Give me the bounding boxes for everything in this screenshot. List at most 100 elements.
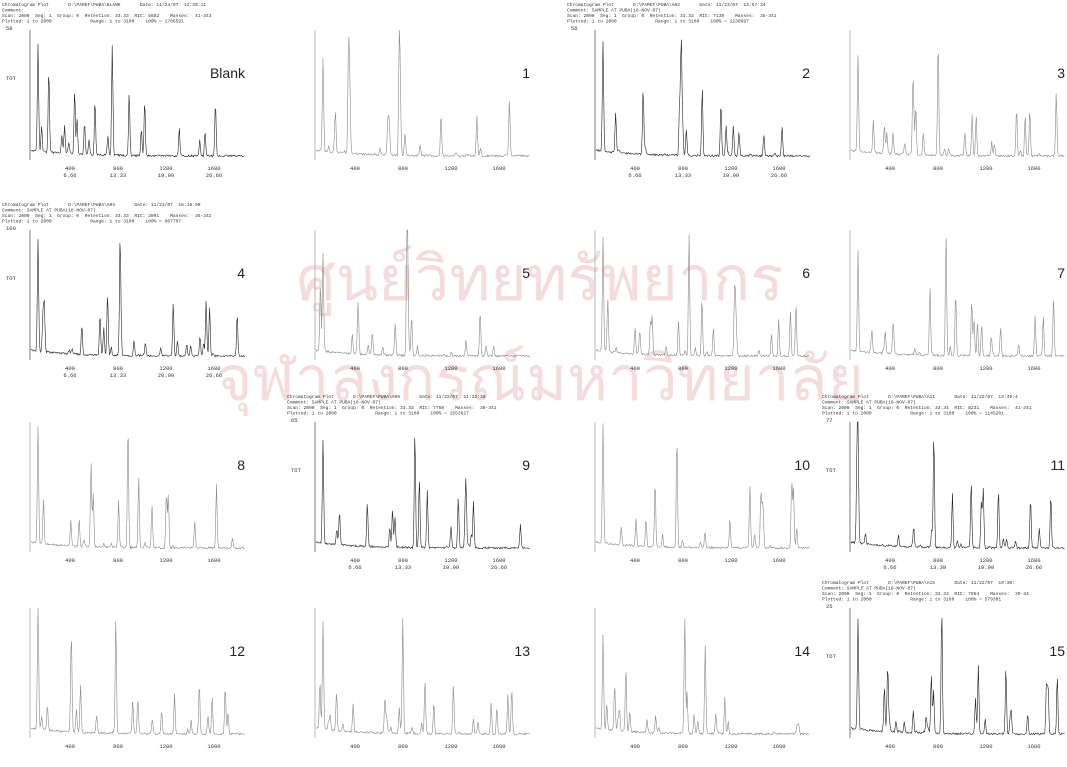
panel-header: Comment: <box>2 8 24 14</box>
scan-tick-label: 800 <box>398 365 408 372</box>
scan-tick-label: 1600 <box>492 365 505 372</box>
panel-label: 9 <box>522 457 530 473</box>
panel-header: Comment: SAMPLE AT PUBA(18-NOV-07) <box>567 8 661 14</box>
time-tick-label: 19.99 <box>723 172 740 179</box>
time-tick-label: 26.66 <box>206 372 223 379</box>
scan-tick-label: 400 <box>65 743 75 750</box>
panel-label: 5 <box>522 265 530 281</box>
chromatogram-panel: 400 800 1200 1600 13 <box>314 608 530 750</box>
time-tick-label: 6.66 <box>63 172 76 179</box>
y-axis-label: TOT <box>6 275 17 282</box>
y-top-label: 100 <box>6 225 16 232</box>
chromatogram-trace <box>315 617 530 736</box>
chromatogram-trace <box>596 618 810 736</box>
scan-tick-label: 1600 <box>1027 743 1040 750</box>
scan-tick-label: 800 <box>113 743 123 750</box>
scan-tick-label: 1200 <box>159 743 172 750</box>
scan-tick-label: 1200 <box>724 365 737 372</box>
scan-tick-label: 1600 <box>1027 557 1040 564</box>
chromatogram-panel: Chromatogram Plot D:\PAREF\PUBA\A04 Date… <box>2 202 245 379</box>
time-tick-label: 13.33 <box>110 372 127 379</box>
chromatogram-trace <box>850 421 1065 550</box>
scan-tick-label: 800 <box>678 557 688 564</box>
panel-header: Chromatogram Plot D:\PAREF\PUBA\A11 Date… <box>822 394 1018 400</box>
scan-tick-label: 1600 <box>772 165 785 172</box>
scan-tick-label: 1200 <box>159 165 172 172</box>
y-top-label: 58 <box>6 25 13 32</box>
chromatogram-panel: 400 800 1200 1600 6 <box>594 230 810 372</box>
scan-tick-label: 400 <box>65 365 75 372</box>
time-tick-label: 6.66 <box>883 564 896 571</box>
scan-tick-label: 400 <box>630 743 640 750</box>
chromatogram-panel: Chromatogram Plot D:\PAREF\PUBA\A09 Date… <box>287 394 530 571</box>
panel-label: 7 <box>1057 265 1065 281</box>
chromatogram-trace <box>30 238 245 358</box>
time-tick-label: 13.33 <box>395 564 412 571</box>
time-tick-label: 26.66 <box>771 172 788 179</box>
panel-label: 10 <box>794 457 810 473</box>
scan-tick-label: 800 <box>933 365 943 372</box>
scan-tick-label: 400 <box>630 165 640 172</box>
time-tick-label: 6.66 <box>628 172 641 179</box>
scan-tick-label: 400 <box>885 557 895 564</box>
scan-tick-label: 800 <box>933 165 943 172</box>
panel-header: Plotted: 1 to 2000 Range: 1 to 3100 100%… <box>822 411 1004 417</box>
panel-label: 15 <box>1049 643 1065 659</box>
chromatogram-panel: Chromatogram Plot D:\PAREF\PUBA\BLANK Da… <box>2 2 246 179</box>
scan-tick-label: 400 <box>65 557 75 564</box>
scan-tick-label: 800 <box>398 743 408 750</box>
scan-tick-label: 1200 <box>724 557 737 564</box>
panel-header: Scan: 2000 Seg: 1 Group: 0 Retention: 33… <box>567 13 777 19</box>
scan-tick-label: 800 <box>933 557 943 564</box>
scan-tick-label: 1200 <box>979 557 992 564</box>
chromatogram-trace <box>30 43 245 158</box>
chromatogram-panel: Chromatogram Plot D:\PAREF\PUBA\A11 Date… <box>822 394 1065 571</box>
y-axis-label: TOT <box>826 467 837 474</box>
chromatogram-trace <box>595 423 810 550</box>
scan-tick-label: 1200 <box>724 165 737 172</box>
scan-tick-label: 800 <box>678 743 688 750</box>
y-axis-label: TOT <box>826 653 837 660</box>
panel-header: Scan: 2000 Seg: 1 Group: 0 Retention: 33… <box>822 405 1032 411</box>
panel-header: Plotted: 1 to 2000 Range: 1 to 3100 100%… <box>822 597 1001 603</box>
panel-header: Scan: 2000 Seg: 1 Group: 0 Retention: 33… <box>822 591 1029 597</box>
scan-tick-label: 1200 <box>979 365 992 372</box>
scan-tick-label: 400 <box>885 743 895 750</box>
scan-tick-label: 1600 <box>207 557 220 564</box>
panel-header: Plotted: 1 to 2000 Range: 1 to 3100 100%… <box>2 19 184 25</box>
panel-label: 3 <box>1057 65 1065 81</box>
y-top-label: 65 <box>291 417 298 424</box>
scan-tick-label: 1600 <box>772 365 785 372</box>
panel-label: 1 <box>522 65 530 81</box>
scan-tick-label: 800 <box>933 743 943 750</box>
panel-header: Chromatogram Plot D:\PAREF\PUBA\A02 Date… <box>567 2 766 8</box>
panel-label: 13 <box>514 643 530 659</box>
scan-tick-label: 1200 <box>979 743 992 750</box>
time-tick-label: 6.66 <box>348 564 361 571</box>
panel-header: Scan: 2000 Seg: 1 Group: 0 Retention: 33… <box>2 13 212 19</box>
panel-header: Chromatogram Plot D:\PAREF\PUBA\A04 Date… <box>2 202 201 208</box>
panel-header: Comment: SAMPLE AT PUBA(18-NOV-07) <box>2 208 96 214</box>
panel-header: Plotted: 1 to 2000 Range: 1 to 3100 100%… <box>567 19 749 25</box>
scan-tick-label: 1600 <box>1027 365 1040 372</box>
watermark: ศูนย์วิทยทรัพยากร <box>296 242 783 316</box>
scan-tick-label: 1600 <box>1027 165 1040 172</box>
scan-tick-label: 400 <box>630 557 640 564</box>
chromatogram-trace <box>315 229 530 358</box>
chromatogram-trace <box>30 607 245 736</box>
scan-tick-label: 1200 <box>979 165 992 172</box>
panel-label: 14 <box>794 643 810 659</box>
time-tick-label: 26.66 <box>491 564 508 571</box>
panel-header: Plotted: 1 to 2000 Range: 1 to 3100 100%… <box>287 411 469 417</box>
time-tick-label: 13.39 <box>930 564 947 571</box>
panel-label: 2 <box>802 65 810 81</box>
chromatogram-panel: 400 800 1200 1600 3 <box>849 30 1065 172</box>
chromatogram-panel: 400 800 1200 1600 5 <box>314 229 530 372</box>
scan-tick-label: 800 <box>398 165 408 172</box>
scan-tick-label: 1200 <box>159 365 172 372</box>
scan-tick-label: 400 <box>630 365 640 372</box>
panel-header: Chromatogram Plot D:\PAREF\PUBA\A09 Date… <box>287 394 486 400</box>
panel-header: Comment: SAMPLE AT PUBA(18-NOV-07) <box>822 400 916 406</box>
time-tick-label: 19.99 <box>158 172 175 179</box>
